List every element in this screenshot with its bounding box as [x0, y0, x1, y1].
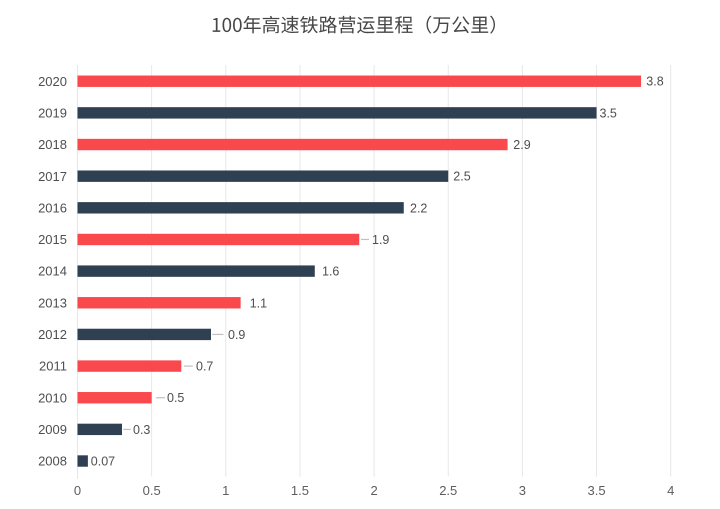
svg-text:2015: 2015 — [38, 232, 67, 247]
svg-text:2.9: 2.9 — [513, 138, 530, 152]
svg-text:2012: 2012 — [38, 327, 67, 342]
svg-text:1.5: 1.5 — [291, 483, 309, 498]
svg-text:2009: 2009 — [38, 422, 67, 437]
svg-text:1.1: 1.1 — [250, 296, 267, 310]
svg-text:0.5: 0.5 — [167, 391, 184, 405]
svg-text:0.3: 0.3 — [133, 423, 150, 437]
svg-text:2010: 2010 — [38, 390, 67, 405]
svg-text:3.8: 3.8 — [646, 75, 663, 89]
svg-text:0: 0 — [74, 483, 81, 498]
svg-text:2016: 2016 — [38, 200, 67, 215]
svg-text:2.5: 2.5 — [439, 483, 457, 498]
svg-text:3: 3 — [519, 483, 526, 498]
svg-text:0.07: 0.07 — [91, 455, 115, 469]
svg-text:2008: 2008 — [38, 454, 67, 469]
svg-text:2.2: 2.2 — [410, 201, 427, 215]
svg-text:2013: 2013 — [38, 295, 67, 310]
svg-text:2014: 2014 — [38, 264, 67, 279]
svg-text:2018: 2018 — [38, 137, 67, 152]
svg-text:1: 1 — [222, 483, 229, 498]
svg-text:2020: 2020 — [38, 74, 67, 89]
svg-text:0.9: 0.9 — [228, 328, 245, 342]
svg-text:1.6: 1.6 — [322, 265, 339, 279]
svg-text:2019: 2019 — [38, 105, 67, 120]
svg-text:2: 2 — [370, 483, 377, 498]
svg-text:0.7: 0.7 — [196, 360, 213, 374]
svg-text:0.5: 0.5 — [143, 483, 161, 498]
svg-text:3.5: 3.5 — [600, 106, 617, 120]
svg-text:2.5: 2.5 — [453, 170, 470, 184]
svg-text:1.9: 1.9 — [372, 233, 389, 247]
svg-text:3.5: 3.5 — [588, 483, 606, 498]
svg-text:2017: 2017 — [38, 169, 67, 184]
svg-text:2011: 2011 — [39, 359, 67, 374]
svg-text:4: 4 — [667, 483, 674, 498]
